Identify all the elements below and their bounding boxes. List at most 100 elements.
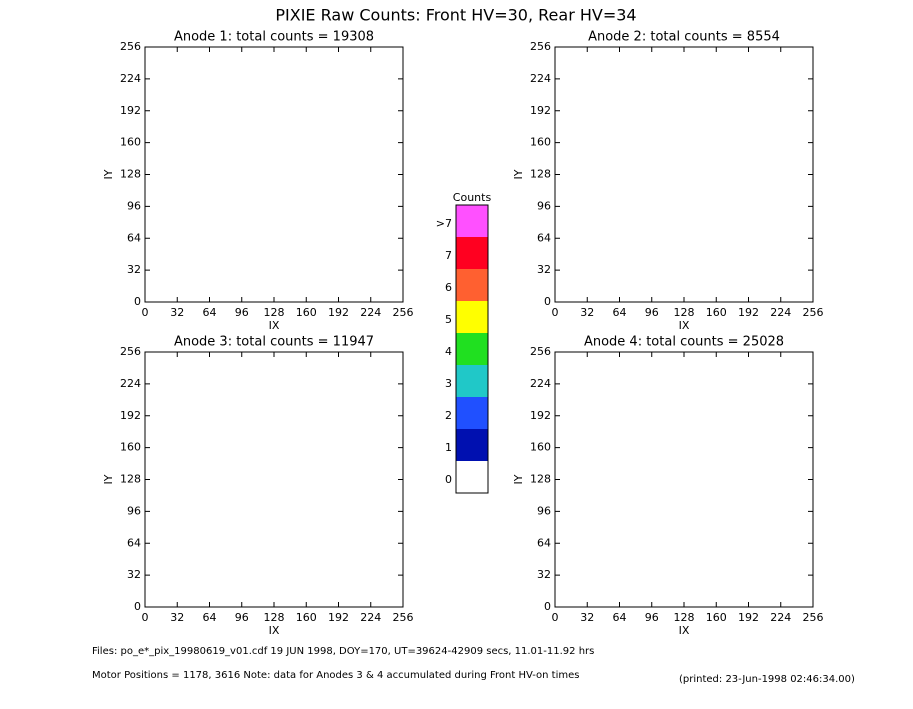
x-tick-label: 128 xyxy=(264,306,285,319)
x-tick-label: 32 xyxy=(580,306,594,319)
x-tick-label: 64 xyxy=(203,306,217,319)
colorbar-swatch xyxy=(456,365,488,397)
x-tick-label: 64 xyxy=(613,306,627,319)
y-tick-label: 224 xyxy=(530,72,551,85)
y-tick-label: 96 xyxy=(537,199,551,212)
y-tick-label: 64 xyxy=(537,536,551,549)
x-tick-label: 0 xyxy=(142,611,149,624)
x-tick-label: 0 xyxy=(552,611,559,624)
y-tick-label: 160 xyxy=(530,441,551,454)
colorbar-swatch xyxy=(456,333,488,365)
y-tick-label: 256 xyxy=(530,345,551,358)
x-tick-label: 192 xyxy=(328,611,349,624)
x-tick-label: 64 xyxy=(613,611,627,624)
x-tick-label: 224 xyxy=(770,611,791,624)
y-axis-label: IY xyxy=(102,474,115,484)
x-tick-label: 224 xyxy=(360,306,381,319)
x-tick-label: 0 xyxy=(552,306,559,319)
colorbar-swatch xyxy=(456,269,488,301)
y-tick-label: 64 xyxy=(127,231,141,244)
y-tick-label: 224 xyxy=(120,72,141,85)
y-tick-label: 128 xyxy=(530,473,551,486)
x-tick-label: 128 xyxy=(674,306,695,319)
y-tick-label: 96 xyxy=(127,199,141,212)
x-tick-label: 256 xyxy=(803,306,824,319)
plot-frame xyxy=(554,351,814,608)
x-tick-label: 160 xyxy=(296,306,317,319)
x-axis-label: IX xyxy=(269,319,280,332)
colorbar-label: 3 xyxy=(445,377,452,390)
x-tick-label: 0 xyxy=(142,306,149,319)
y-tick-label: 192 xyxy=(530,104,551,117)
y-tick-label: 256 xyxy=(530,40,551,53)
y-axis-label: IY xyxy=(512,169,525,179)
y-tick-label: 256 xyxy=(120,345,141,358)
x-tick-label: 256 xyxy=(393,611,414,624)
colorbar-label: 5 xyxy=(445,313,452,326)
y-tick-label: 224 xyxy=(530,377,551,390)
colorbar-swatch xyxy=(456,461,488,493)
y-tick-label: 64 xyxy=(537,231,551,244)
x-tick-label: 160 xyxy=(706,611,727,624)
colorbar-frame xyxy=(455,204,489,494)
colorbar-swatch xyxy=(456,205,488,237)
y-tick-label: 160 xyxy=(530,136,551,149)
x-tick-label: 96 xyxy=(645,611,659,624)
colorbar-title: Counts xyxy=(453,191,492,204)
y-tick-label: 192 xyxy=(120,104,141,117)
y-tick-label: 160 xyxy=(120,136,141,149)
y-tick-label: 0 xyxy=(544,295,551,308)
colorbar-label: >7 xyxy=(436,217,452,230)
footer-printed: (printed: 23-Jun-1998 02:46:34.00) xyxy=(679,674,855,685)
y-axis-label: IY xyxy=(512,474,525,484)
x-tick-label: 96 xyxy=(235,306,249,319)
x-tick-label: 96 xyxy=(235,611,249,624)
y-tick-label: 0 xyxy=(544,600,551,613)
x-tick-label: 32 xyxy=(580,611,594,624)
y-tick-label: 192 xyxy=(530,409,551,422)
y-tick-label: 128 xyxy=(120,168,141,181)
x-axis-label: IX xyxy=(679,319,690,332)
x-tick-label: 160 xyxy=(706,306,727,319)
plot-title: Anode 1: total counts = 19308 xyxy=(174,30,374,45)
x-tick-label: 64 xyxy=(203,611,217,624)
x-tick-label: 256 xyxy=(393,306,414,319)
y-tick-label: 96 xyxy=(127,504,141,517)
colorbar-swatch xyxy=(456,397,488,429)
x-tick-label: 160 xyxy=(296,611,317,624)
y-tick-label: 32 xyxy=(127,263,141,276)
x-tick-label: 192 xyxy=(738,611,759,624)
colorbar-swatch xyxy=(456,237,488,269)
y-tick-label: 0 xyxy=(134,600,141,613)
footer-motor: Motor Positions = 1178, 3616 Note: data … xyxy=(92,670,579,681)
x-tick-label: 96 xyxy=(645,306,659,319)
x-tick-label: 32 xyxy=(170,306,184,319)
plot-frame xyxy=(144,351,404,608)
y-tick-label: 64 xyxy=(127,536,141,549)
x-tick-label: 192 xyxy=(738,306,759,319)
colorbar-swatch xyxy=(456,301,488,333)
x-tick-label: 256 xyxy=(803,611,824,624)
plot-title: Anode 2: total counts = 8554 xyxy=(588,30,780,45)
y-tick-label: 32 xyxy=(127,568,141,581)
colorbar-label: 2 xyxy=(445,409,452,422)
x-tick-label: 128 xyxy=(674,611,695,624)
plot-title: Anode 3: total counts = 11947 xyxy=(174,335,374,350)
x-tick-label: 192 xyxy=(328,306,349,319)
x-tick-label: 224 xyxy=(360,611,381,624)
y-tick-label: 192 xyxy=(120,409,141,422)
y-tick-label: 0 xyxy=(134,295,141,308)
x-axis-label: IX xyxy=(679,624,690,637)
colorbar-label: 4 xyxy=(445,345,452,358)
y-tick-label: 256 xyxy=(120,40,141,53)
x-tick-label: 32 xyxy=(170,611,184,624)
x-axis-label: IX xyxy=(269,624,280,637)
plot-frame xyxy=(554,46,814,303)
y-tick-label: 160 xyxy=(120,441,141,454)
y-tick-label: 128 xyxy=(120,473,141,486)
x-tick-label: 128 xyxy=(264,611,285,624)
y-tick-label: 128 xyxy=(530,168,551,181)
x-tick-label: 224 xyxy=(770,306,791,319)
plot-title: Anode 4: total counts = 25028 xyxy=(584,335,784,350)
